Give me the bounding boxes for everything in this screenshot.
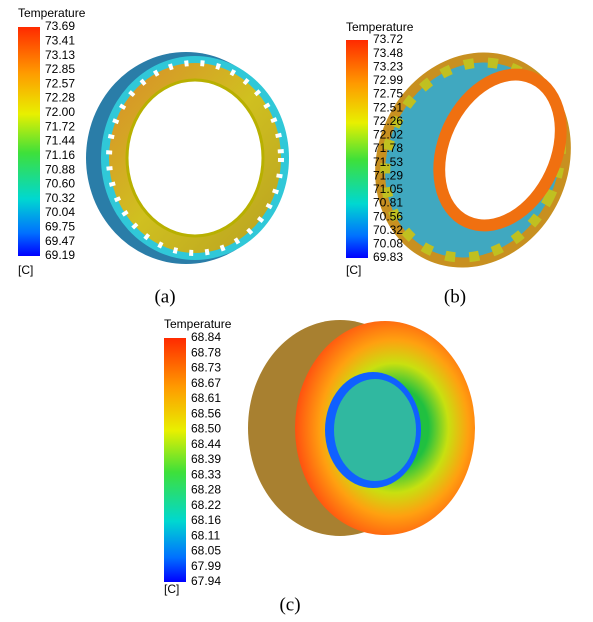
colorbar-label: 72.51 [373,100,403,114]
colorbar-label: 71.72 [45,119,75,133]
colorbar-label: 72.00 [45,105,75,119]
colorbar-label: 68.16 [191,513,221,527]
colorbar-label: 70.04 [45,205,75,219]
colorbar-label: 70.08 [373,237,403,251]
colorbar-label: 70.60 [45,177,75,191]
colorbar [346,40,368,258]
colorbar-label: 68.33 [191,467,221,481]
caption: (b) [444,286,466,307]
unit-label: [C] [164,582,179,596]
colorbar-label: 71.29 [373,168,403,182]
colorbar-label: 70.56 [373,209,403,223]
colorbar-label: 70.81 [373,196,403,210]
colorbar-label: 73.69 [45,19,75,33]
colorbar-label: 68.73 [191,361,221,375]
colorbar-label: 71.78 [373,141,403,155]
colorbar-label: 71.05 [373,182,403,196]
disk-c [248,320,475,536]
colorbar-label: 69.47 [45,234,75,248]
legend-title: Temperature [164,317,232,331]
unit-label: [C] [18,263,33,277]
caption: (c) [279,594,300,615]
colorbar-label: 71.53 [373,155,403,169]
colorbar-label: 73.72 [373,32,403,46]
colorbar [18,27,40,256]
caption: (a) [154,286,175,307]
colorbar-label: 71.44 [45,134,75,148]
colorbar-label: 73.48 [373,46,403,60]
colorbar-label: 72.02 [373,128,403,142]
colorbar-label: 68.22 [191,498,221,512]
colorbar-label: 68.44 [191,437,221,451]
colorbar-label: 68.67 [191,376,221,390]
colorbar-label: 68.56 [191,406,221,420]
colorbar-label: 72.75 [373,87,403,101]
colorbar-label: 73.13 [45,48,75,62]
colorbar-label: 70.88 [45,162,75,176]
colorbar-label: 68.78 [191,345,221,359]
colorbar-label: 71.16 [45,148,75,162]
colorbar-label: 69.83 [373,250,403,264]
colorbar-label: 70.32 [45,191,75,205]
colorbar-label: 72.99 [373,73,403,87]
colorbar-label: 68.28 [191,483,221,497]
colorbar [164,338,186,582]
unit-label: [C] [346,263,361,277]
colorbar-label: 68.84 [191,330,221,344]
colorbar-label: 73.41 [45,33,75,47]
colorbar-label: 72.85 [45,62,75,76]
colorbar-label: 69.19 [45,248,75,262]
colorbar-label: 68.50 [191,422,221,436]
ring-a [86,52,289,264]
colorbar-label: 72.26 [373,114,403,128]
legend-title: Temperature [18,6,86,20]
figure: Temperature73.6973.4173.1372.8572.5772.2… [0,0,593,617]
colorbar-label: 67.99 [191,559,221,573]
colorbar-label: 73.23 [373,59,403,73]
colorbar-label: 68.05 [191,544,221,558]
colorbar-label: 70.32 [373,223,403,237]
colorbar-label: 67.94 [191,574,221,588]
colorbar-label: 72.57 [45,76,75,90]
colorbar-label: 68.39 [191,452,221,466]
colorbar-label: 68.11 [191,528,220,542]
colorbar-label: 68.61 [191,391,221,405]
colorbar-label: 69.75 [45,220,75,234]
colorbar-label: 72.28 [45,91,75,105]
